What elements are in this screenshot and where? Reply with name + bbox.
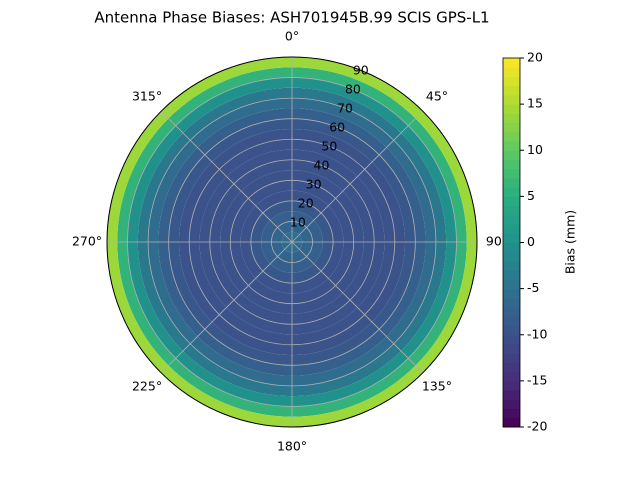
colorbar: -20 -15 -10 -5 0 5 10 15 20	[502, 50, 547, 434]
colorbar-swatch	[503, 279, 520, 290]
colorbar-tick-label: -10	[527, 326, 547, 341]
colorbar-tick-label: 0	[527, 234, 535, 249]
colorbar-tick-label: 20	[527, 50, 543, 65]
colorbar-swatch	[503, 224, 520, 234]
colorbar-swatch	[503, 307, 520, 317]
colorbar-swatch	[503, 270, 520, 280]
colorbar-swatch	[503, 177, 520, 188]
r-tick-label: 40	[314, 158, 330, 173]
colorbar-swatch	[503, 408, 520, 419]
colorbar-swatch	[503, 94, 520, 105]
colorbar-swatch	[503, 85, 520, 96]
colorbar-swatch	[503, 251, 520, 262]
colorbar-label: Bias (mm)	[563, 210, 578, 274]
theta-tick-label: 270°	[72, 234, 102, 249]
r-tick-label: 80	[345, 82, 361, 97]
theta-tick-label: 315°	[132, 89, 162, 104]
theta-tick-label: 45°	[426, 89, 448, 104]
colorbar-swatch	[503, 58, 520, 68]
colorbar-tick-label: -20	[527, 419, 547, 434]
colorbar-tick-label: -5	[527, 280, 539, 295]
colorbar-swatch	[503, 205, 520, 216]
colorbar-swatch	[503, 325, 520, 336]
r-tick-label: 20	[298, 196, 314, 211]
colorbar-swatch	[503, 104, 520, 114]
theta-tick-label: 225°	[132, 378, 162, 393]
theta-tick-label: 135°	[422, 378, 452, 393]
colorbar-swatch	[503, 399, 520, 410]
colorbar-swatch	[503, 334, 520, 345]
colorbar-swatch	[503, 371, 520, 382]
theta-tick-label: 90°	[486, 234, 508, 249]
colorbar-swatch	[503, 353, 520, 363]
r-tick-label: 30	[306, 177, 322, 192]
theta-tick-label: 0°	[285, 29, 299, 44]
colorbar-tick-label: 5	[527, 188, 535, 203]
colorbar-swatch	[503, 233, 520, 243]
colorbar-swatch	[503, 362, 520, 373]
colorbar-swatch	[503, 390, 520, 400]
r-tick-label: 90	[353, 63, 369, 78]
colorbar-swatch	[503, 242, 520, 253]
colorbar-tick-label: 15	[527, 96, 543, 111]
colorbar-swatch	[503, 122, 520, 133]
colorbar-swatch	[503, 187, 520, 197]
theta-tick-label: 180°	[277, 439, 307, 454]
chart-title: Antenna Phase Biases: ASH701945B.99 SCIS…	[94, 9, 489, 27]
polar-frame	[106, 56, 478, 428]
colorbar-swatch	[503, 316, 520, 327]
r-tick-label: 10	[290, 215, 306, 230]
colorbar-swatch	[503, 150, 520, 160]
r-tick-label: 50	[321, 139, 337, 154]
colorbar-swatch	[503, 196, 520, 207]
colorbar-swatch	[503, 141, 520, 151]
colorbar-swatch	[503, 76, 520, 87]
colorbar-swatch	[503, 417, 520, 428]
r-tick-label: 60	[329, 120, 345, 135]
colorbar-tick-label: -15	[527, 372, 547, 387]
colorbar-swatch	[503, 288, 520, 299]
colorbar-swatch	[503, 159, 520, 170]
colorbar-swatch	[503, 214, 520, 225]
colorbar-swatch	[503, 168, 520, 179]
colorbar-swatch	[503, 260, 520, 271]
colorbar-swatch	[503, 297, 520, 308]
grid-spoke	[291, 110, 424, 243]
colorbar-tick-label: 10	[527, 142, 543, 157]
colorbar-swatch	[503, 67, 520, 77]
colorbar-swatch	[503, 343, 520, 354]
colorbar-swatch	[503, 113, 520, 124]
grid-spoke	[291, 241, 424, 374]
r-tick-label: 70	[337, 101, 353, 116]
polar-plot: 10 20 30 40 50 60 70 80 90 0° 45° 90° 135° 180° 225° 27…	[72, 29, 508, 454]
grid-spoke	[160, 110, 293, 243]
colorbar-swatch	[503, 380, 520, 391]
grid-spoke	[160, 241, 293, 374]
colorbar-swatch	[503, 131, 520, 142]
